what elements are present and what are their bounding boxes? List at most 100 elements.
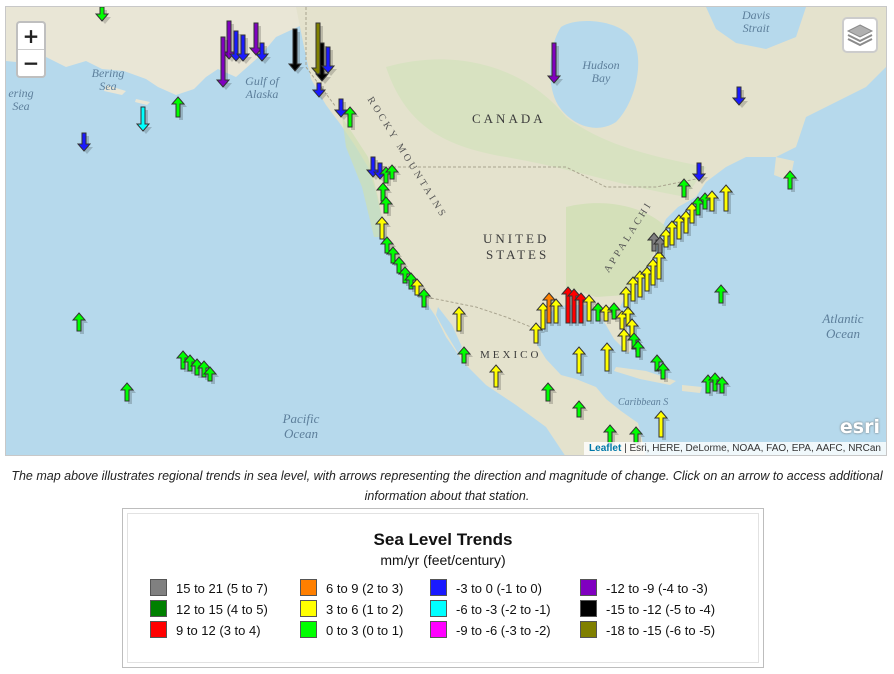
station-arrow[interactable] xyxy=(94,7,110,22)
station-arrow[interactable] xyxy=(314,42,330,82)
station-arrow[interactable] xyxy=(651,250,667,280)
legend-swatch xyxy=(300,579,317,596)
station-arrow[interactable] xyxy=(215,36,231,88)
station-arrow[interactable] xyxy=(540,382,556,402)
label-bering-sea: Bering Sea xyxy=(91,66,125,93)
station-arrow[interactable] xyxy=(653,410,669,438)
station-arrow[interactable] xyxy=(581,294,597,322)
station-arrow[interactable] xyxy=(384,164,400,180)
station-arrow[interactable] xyxy=(333,98,349,118)
station-arrow[interactable] xyxy=(676,178,692,198)
station-arrow[interactable] xyxy=(135,106,151,132)
station-arrow[interactable] xyxy=(714,376,730,394)
station-arrow[interactable] xyxy=(409,278,425,296)
station-arrows[interactable] xyxy=(71,7,799,446)
basemap xyxy=(6,7,886,455)
legend-swatch xyxy=(300,600,317,617)
station-arrow[interactable] xyxy=(691,162,707,182)
station-arrow[interactable] xyxy=(456,346,472,364)
station-arrow[interactable] xyxy=(655,362,671,380)
legend-swatch xyxy=(430,621,447,638)
station-arrow[interactable] xyxy=(378,196,394,214)
label-atlantic-ocean: Atlantic Ocean xyxy=(822,311,864,341)
border-us-canada xyxy=(378,166,697,188)
legend-item: 6 to 9 (2 to 3) xyxy=(300,579,403,597)
border-us-mexico xyxy=(425,296,532,328)
legend-item: -18 to -15 (-6 to -5) xyxy=(580,621,715,639)
station-arrow[interactable] xyxy=(379,236,395,254)
station-arrow[interactable] xyxy=(606,302,622,320)
legend-label: 3 to 6 (1 to 2) xyxy=(326,602,404,617)
label-davis-strait: Davis Strait xyxy=(742,8,770,35)
station-arrow[interactable] xyxy=(571,346,587,374)
legend-label: 12 to 15 (4 to 5) xyxy=(176,602,268,617)
station-arrow-shadow xyxy=(233,34,245,64)
station-arrow-shadow xyxy=(565,290,577,326)
zoom-in-button[interactable]: + xyxy=(22,24,40,48)
leaflet-link[interactable]: Leaflet xyxy=(589,443,622,454)
station-arrow[interactable] xyxy=(311,82,327,98)
zoom-out-button[interactable]: − xyxy=(18,49,44,76)
station-arrow[interactable] xyxy=(416,288,432,308)
station-arrow[interactable] xyxy=(71,312,87,332)
forest-north xyxy=(386,59,706,197)
legend-swatch xyxy=(580,621,597,638)
station-arrow[interactable] xyxy=(630,340,646,358)
layers-button[interactable] xyxy=(842,17,878,53)
land-aleutians xyxy=(104,85,150,105)
station-arrow[interactable] xyxy=(546,42,562,84)
station-arrow[interactable] xyxy=(649,354,665,372)
station-arrow[interactable] xyxy=(385,246,401,264)
station-arrow[interactable] xyxy=(254,42,270,62)
legend-item: -15 to -12 (-5 to -4) xyxy=(580,600,715,618)
station-arrow[interactable] xyxy=(713,284,729,304)
land-hispaniola xyxy=(682,385,702,393)
station-arrow[interactable] xyxy=(202,366,218,382)
station-arrow[interactable] xyxy=(320,46,336,74)
layers-icon xyxy=(846,24,874,47)
station-arrow-shadow xyxy=(226,24,238,62)
legend-label: -12 to -9 (-4 to -3) xyxy=(606,581,708,596)
station-arrow-shadow xyxy=(551,46,563,86)
label-gulf-of-alaska: Gulf of Alaska xyxy=(245,74,279,101)
station-arrow[interactable] xyxy=(548,298,564,324)
station-arrow[interactable] xyxy=(170,96,186,118)
legend-title: Sea Level Trends xyxy=(373,530,513,549)
station-arrow[interactable] xyxy=(704,190,720,212)
station-arrow[interactable] xyxy=(626,332,642,350)
legend-label: -3 to 0 (-1 to 0) xyxy=(456,581,542,596)
legend-swatch xyxy=(580,600,597,617)
label-united: UNITED xyxy=(483,231,550,246)
legend-item: -9 to -6 (-3 to -2) xyxy=(430,621,551,639)
station-arrow-shadow xyxy=(220,40,232,90)
legend-item: 9 to 12 (3 to 4) xyxy=(150,621,261,639)
station-arrow[interactable] xyxy=(76,132,92,152)
station-arrow[interactable] xyxy=(541,292,557,324)
legend-label: 15 to 21 (5 to 7) xyxy=(176,581,268,596)
station-arrow[interactable] xyxy=(119,382,135,402)
station-arrow[interactable] xyxy=(391,256,407,274)
station-arrow[interactable] xyxy=(528,322,544,344)
legend-subtitle: mm/yr (feet/century) xyxy=(380,552,506,568)
station-arrow[interactable] xyxy=(731,86,747,106)
station-arrow[interactable] xyxy=(374,216,390,240)
station-arrow[interactable] xyxy=(287,28,303,72)
station-arrow[interactable] xyxy=(718,184,734,212)
label-bering-left: ering Sea xyxy=(8,86,34,113)
legend-swatch xyxy=(430,579,447,596)
station-arrow-shadow xyxy=(253,26,265,58)
station-arrow[interactable] xyxy=(235,34,251,62)
station-arrow[interactable] xyxy=(599,342,615,372)
gulf-of-california xyxy=(436,307,462,353)
legend-item: -3 to 0 (-1 to 0) xyxy=(430,579,542,597)
station-arrow[interactable] xyxy=(782,170,798,190)
station-arrow[interactable] xyxy=(571,400,587,418)
legend-item: 0 to 3 (0 to 1) xyxy=(300,621,403,639)
forest-west xyxy=(342,117,386,237)
station-arrow[interactable] xyxy=(342,106,358,128)
station-arrow[interactable] xyxy=(488,364,504,388)
border-alaska xyxy=(305,7,337,108)
station-arrow[interactable] xyxy=(451,306,467,332)
sea-level-map[interactable]: CANADA UNITED STATES MEXICO ROCKY MOUNTA… xyxy=(5,6,887,456)
station-arrow[interactable] xyxy=(616,328,632,352)
